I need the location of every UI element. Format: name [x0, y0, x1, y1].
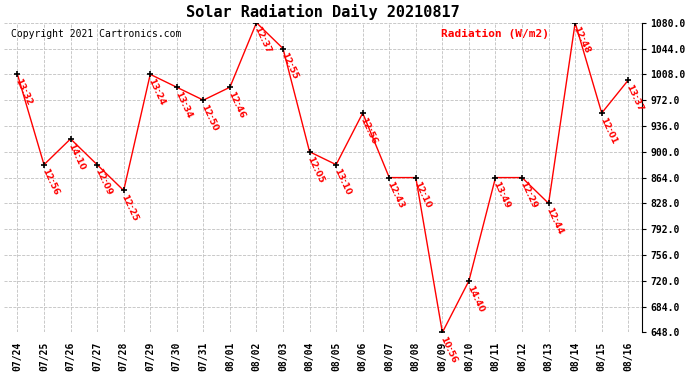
Text: 10:56: 10:56: [438, 335, 459, 365]
Text: 12:56: 12:56: [40, 168, 60, 197]
Text: 12:01: 12:01: [598, 116, 618, 146]
Text: 12:10: 12:10: [412, 180, 432, 210]
Text: 13:10: 13:10: [332, 168, 353, 197]
Text: 12:50: 12:50: [199, 103, 219, 132]
Text: 12:56: 12:56: [359, 116, 379, 146]
Text: 12:48: 12:48: [571, 26, 591, 56]
Text: 13:24: 13:24: [146, 77, 166, 107]
Text: 12:55: 12:55: [279, 51, 299, 81]
Text: 13:49: 13:49: [491, 180, 512, 210]
Text: 12:29: 12:29: [518, 180, 538, 210]
Text: 12:05: 12:05: [306, 154, 326, 184]
Text: 12:46: 12:46: [226, 90, 246, 120]
Text: 12:25: 12:25: [119, 193, 140, 223]
Text: 12:43: 12:43: [385, 180, 406, 210]
Text: 13:37: 13:37: [624, 83, 644, 113]
Text: 13:34: 13:34: [172, 90, 193, 120]
Text: 12:09: 12:09: [93, 168, 113, 197]
Title: Solar Radiation Daily 20210817: Solar Radiation Daily 20210817: [186, 4, 460, 20]
Text: 12:37: 12:37: [253, 26, 273, 56]
Text: 13:32: 13:32: [14, 77, 34, 107]
Text: 14:10: 14:10: [66, 142, 87, 171]
Text: 14:40: 14:40: [465, 284, 485, 314]
Text: 12:44: 12:44: [544, 206, 565, 236]
Text: Copyright 2021 Cartronics.com: Copyright 2021 Cartronics.com: [10, 29, 181, 39]
Text: Radiation (W/m2): Radiation (W/m2): [441, 29, 549, 39]
